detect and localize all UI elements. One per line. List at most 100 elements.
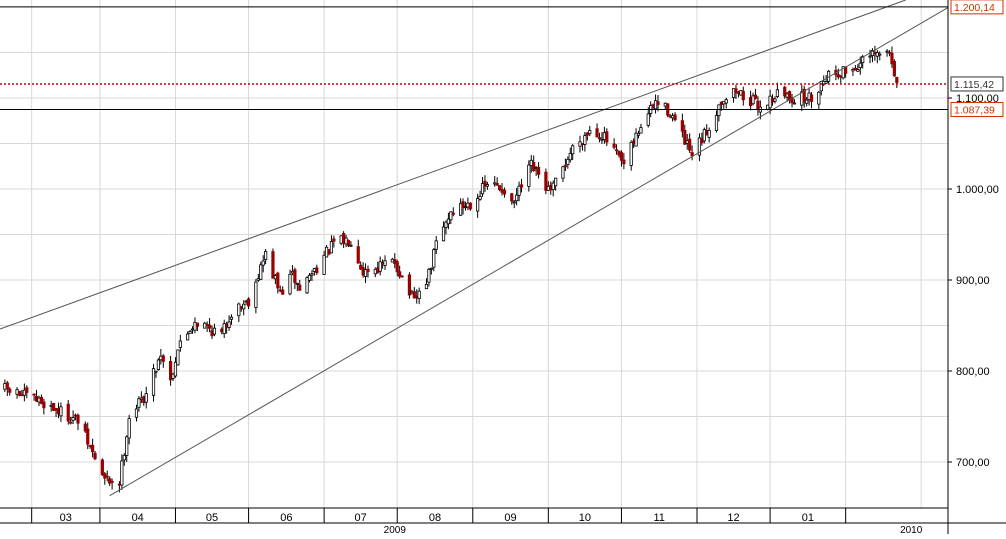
candle-body — [636, 132, 641, 136]
candle-body — [176, 349, 180, 366]
candle-body — [792, 102, 797, 105]
candle-body — [441, 226, 446, 242]
candle-body — [892, 61, 896, 77]
price-labels: 1.200,14 1.115,42 1.087,39 — [950, 0, 1004, 117]
candle-body — [237, 303, 241, 317]
candle-body — [680, 120, 684, 132]
candle-body — [222, 323, 226, 334]
candle-body — [259, 264, 263, 280]
candle-body — [363, 269, 368, 277]
candle-body — [885, 50, 889, 53]
candle-body — [512, 201, 516, 204]
candle-body — [554, 177, 558, 187]
candle-body — [429, 267, 433, 270]
candle-body — [461, 201, 465, 209]
price-label-box — [950, 0, 1004, 15]
candle-body — [614, 149, 619, 152]
candle-body — [120, 460, 124, 486]
candle-body — [66, 403, 70, 422]
candle-body — [646, 113, 650, 126]
candle-body — [32, 393, 36, 396]
candle-body — [497, 185, 502, 190]
y-tick-label: 800,00 — [956, 366, 990, 378]
candle-body — [890, 52, 894, 65]
candle-body — [264, 251, 268, 260]
candle-body — [122, 454, 126, 461]
candle-body — [683, 129, 687, 145]
candle-body — [817, 91, 821, 105]
candle-body — [156, 359, 161, 370]
y-tick-label: 900,00 — [956, 275, 990, 287]
candle-body — [595, 128, 599, 138]
candle-body — [673, 114, 677, 121]
candle-body — [383, 260, 387, 266]
candle-body — [427, 268, 431, 283]
candle-body — [605, 131, 609, 143]
candle-body — [293, 269, 297, 284]
candle-body — [246, 298, 251, 307]
candle-body — [480, 183, 485, 195]
candle-body — [824, 81, 828, 84]
candle-body — [366, 268, 370, 273]
candle-body — [583, 135, 587, 145]
y-tick-label: 1.000,00 — [956, 184, 999, 196]
candle-body — [417, 290, 421, 299]
month-label: 03 — [60, 512, 72, 524]
candle-body — [532, 161, 536, 172]
candle-body — [809, 94, 814, 102]
price-label: 1.115,42 — [950, 76, 1004, 92]
candle-body — [588, 130, 592, 135]
candle-body — [59, 406, 63, 417]
candle-body — [86, 428, 90, 445]
candle-body — [332, 238, 336, 242]
candle-body — [288, 273, 292, 295]
candle-body — [527, 164, 531, 187]
candle-body — [802, 88, 806, 102]
candle-body — [395, 261, 399, 273]
candle-body — [91, 444, 95, 453]
price-label-text: 1.200,14 — [954, 2, 995, 14]
trendline — [109, 7, 949, 497]
candle-body — [229, 316, 234, 320]
candle-body — [127, 418, 131, 439]
candle-body — [434, 240, 438, 250]
candle-body — [52, 402, 56, 411]
candle-body — [510, 193, 514, 202]
candle-body — [173, 361, 178, 377]
candle-body — [227, 321, 231, 328]
reference-lines — [0, 0, 949, 497]
candle-body — [551, 182, 555, 190]
candle-body — [407, 274, 412, 296]
candle-body — [432, 249, 436, 268]
candle-body — [476, 198, 480, 212]
candle-body — [207, 324, 212, 329]
candle-body — [195, 322, 199, 327]
candle-body — [629, 141, 633, 166]
candle-body — [485, 184, 490, 187]
month-label: 07 — [355, 512, 367, 524]
candle-body — [853, 67, 857, 71]
candle-body — [144, 393, 148, 403]
candle-body — [134, 408, 139, 418]
candle-body — [17, 390, 22, 396]
candle-body — [69, 421, 73, 424]
candle-body — [478, 195, 482, 200]
candle-body — [5, 382, 9, 390]
candle-body — [261, 260, 265, 266]
month-label: 12 — [727, 512, 739, 524]
candle-body — [212, 327, 217, 335]
candle-body — [105, 475, 109, 478]
price-label-box — [950, 101, 1004, 117]
candle-body — [298, 284, 302, 291]
candle-body — [83, 423, 87, 432]
candle-body — [305, 277, 309, 294]
candle-body — [398, 271, 402, 277]
candle-body — [790, 97, 794, 104]
year-label: 2010 — [900, 525, 923, 534]
candle-body — [656, 101, 660, 105]
candle-body — [634, 132, 638, 147]
candle-body — [612, 143, 616, 148]
candle-body — [93, 452, 97, 460]
